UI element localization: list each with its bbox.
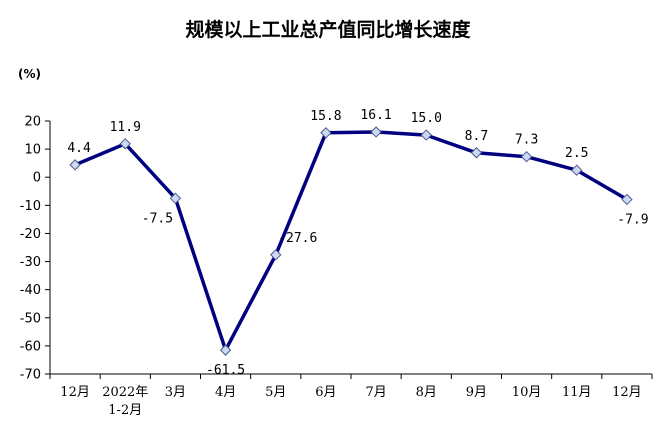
x-tick-label: 12月 xyxy=(612,385,642,400)
x-tick-label: 2022年 xyxy=(102,385,148,400)
data-label: 4.4 xyxy=(67,141,91,156)
data-label: 2.5 xyxy=(565,146,588,161)
data-label: 15.8 xyxy=(310,109,341,124)
data-point-marker xyxy=(119,138,131,150)
series-line xyxy=(69,126,633,356)
data-label: 7.3 xyxy=(515,133,538,148)
y-axis-ticks: 20 10 0 -10 -20 -30 -40 -50 -60 -70 xyxy=(20,115,50,383)
x-axis-ticks: 12月 2022年 1-2月 3月 4月 5月 6月 7月 8月 9月 10月 11月 12月 xyxy=(49,374,653,418)
data-point-marker xyxy=(320,127,332,139)
data-point-marker xyxy=(270,249,282,261)
x-tick-label: 4月 xyxy=(215,385,236,400)
data-point-marker xyxy=(69,159,81,171)
data-point-marker xyxy=(571,164,583,176)
x-tick-label: 3月 xyxy=(165,385,186,400)
data-label: -7.5 xyxy=(142,211,173,226)
y-axis-unit-label: (%) xyxy=(18,67,41,81)
x-tick-label: 8月 xyxy=(416,385,437,400)
data-point-marker xyxy=(169,192,182,205)
chart-title: 规模以上工业总产值同比增长速度 xyxy=(185,18,471,41)
x-tick-label: 6月 xyxy=(315,385,336,400)
data-point-marker xyxy=(520,150,533,163)
x-tick-label: 12月 xyxy=(60,385,90,400)
y-tick-label: -30 xyxy=(20,255,41,270)
y-tick-label: 10 xyxy=(24,143,41,158)
y-tick-label: -10 xyxy=(20,199,41,214)
x-tick-label: 1-2月 xyxy=(108,403,142,418)
x-tick-label: 11月 xyxy=(562,385,592,400)
data-point-marker xyxy=(219,344,232,356)
data-label: 15.0 xyxy=(411,111,442,126)
data-label: -7.9 xyxy=(617,212,648,227)
y-tick-label: -20 xyxy=(20,227,41,242)
y-tick-label: -40 xyxy=(20,283,41,298)
data-label: 16.1 xyxy=(360,108,391,123)
y-tick-label: -50 xyxy=(20,311,41,326)
data-labels: 4.4 11.9 -7.5 -61.5 -27.6 15.8 16.1 15.0 8.7 7.3 2… xyxy=(67,108,648,378)
data-label: -61.5 xyxy=(206,363,245,378)
data-point-marker xyxy=(470,147,483,159)
x-tick-label: 7月 xyxy=(365,385,386,400)
data-label: -27.6 xyxy=(278,231,317,246)
data-label: 11.9 xyxy=(110,120,141,135)
y-tick-label: -60 xyxy=(20,339,41,354)
series-polyline xyxy=(74,130,628,352)
data-point-marker xyxy=(621,193,633,206)
x-tick-label: 9月 xyxy=(466,385,487,400)
y-tick-label: 0 xyxy=(33,171,41,186)
data-label: 8.7 xyxy=(465,129,488,144)
x-tick-label: 5月 xyxy=(265,385,286,400)
x-tick-label: 10月 xyxy=(512,385,542,400)
data-point-marker xyxy=(370,126,382,138)
y-tick-label: -70 xyxy=(20,368,41,383)
data-point-marker xyxy=(420,129,432,141)
y-tick-label: 20 xyxy=(24,115,41,130)
